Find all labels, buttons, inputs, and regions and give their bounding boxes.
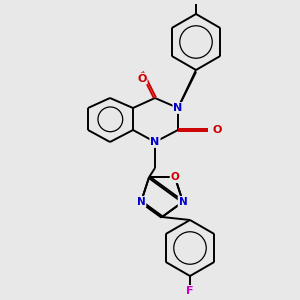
Text: N: N	[178, 197, 187, 207]
Text: N: N	[150, 137, 160, 147]
Text: N: N	[173, 103, 183, 113]
Text: O: O	[212, 125, 222, 135]
Text: N: N	[137, 197, 146, 207]
Text: F: F	[186, 286, 194, 296]
Text: O: O	[171, 172, 179, 182]
Text: O: O	[137, 74, 147, 84]
